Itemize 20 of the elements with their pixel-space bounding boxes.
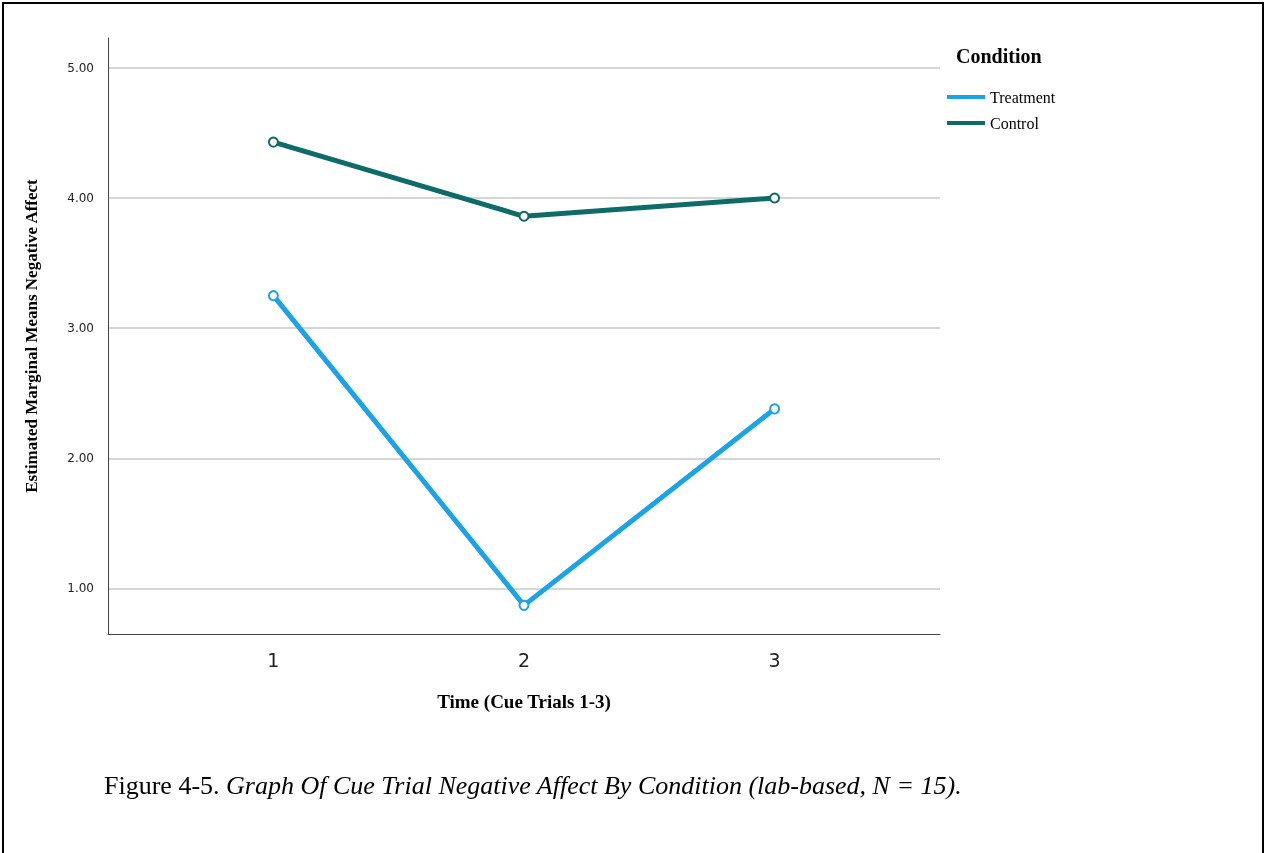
legend-label: Treatment [990,88,1056,106]
legend-label: Control [990,114,1040,132]
legend-title: Condition [956,45,1042,67]
point [769,192,781,204]
y-tick-label: 3.00 [67,321,94,336]
y-tick-label: 4.00 [67,191,94,206]
point [518,599,530,611]
y-tick-label: 2.00 [67,451,94,466]
x-tick-label: 3 [768,648,781,671]
point [267,290,279,302]
y-tick-label: 5.00 [67,60,94,75]
point [769,403,781,415]
y-tick-label: 1.00 [67,581,94,596]
y-axis-title: Estimated Marginal Means Negative Affect [22,178,41,493]
point [518,210,530,222]
x-tick-label: 2 [517,648,531,671]
x-axis-title: Time (Cue Trials 1-3) [437,691,611,713]
x-tick-label: 1 [267,648,280,671]
caption: Figure 4-5. Graph Of Cue Trial Negative Affect By Condition (lab-based, N = 15). [104,770,962,800]
point [267,136,279,148]
